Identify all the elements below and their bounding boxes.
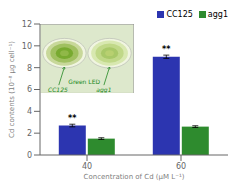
svg-text:40: 40 [82,162,92,171]
html-text:agg1: agg1 [207,10,228,19]
svg-text:CC125: CC125 [48,86,68,93]
svg-text:**: ** [162,45,171,54]
svg-text:4: 4 [27,107,32,116]
html-text:CC125: CC125 [166,10,193,19]
svg-text:Concentration of Cd (μM L⁻¹): Concentration of Cd (μM L⁻¹) [84,173,185,181]
svg-text:Cd contents (10⁻⁸ μg cell⁻¹): Cd contents (10⁻⁸ μg cell⁻¹) [8,41,16,138]
svg-text:60: 60 [176,162,186,171]
svg-text:10: 10 [22,42,32,51]
svg-text:agg1: agg1 [96,86,111,93]
svg-text:Green LED: Green LED [68,78,100,85]
svg-text:0: 0 [27,151,32,160]
svg-text:8: 8 [27,64,32,73]
svg-text:12: 12 [22,20,32,29]
svg-text:2: 2 [27,129,32,138]
svg-text:6: 6 [27,85,32,94]
svg-text:**: ** [68,114,77,123]
